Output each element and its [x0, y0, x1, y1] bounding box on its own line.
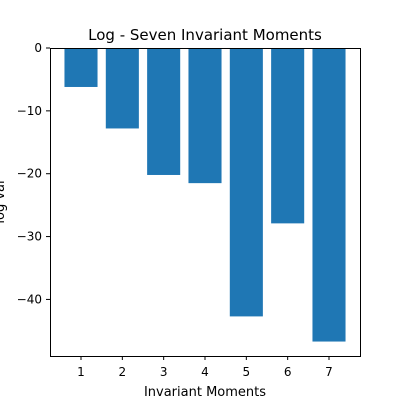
- bar-moment-2: [105, 48, 139, 129]
- x-tick-label-4: 4: [201, 365, 209, 379]
- x-tick-label-3: 3: [160, 365, 168, 379]
- y-tick-label-2: −20: [17, 167, 42, 181]
- bars-group: [64, 48, 346, 342]
- bar-moment-4: [188, 48, 222, 184]
- x-tick-label-6: 6: [284, 365, 292, 379]
- x-tick-label-7: 7: [325, 365, 333, 379]
- chart-title: Log - Seven Invariant Moments: [88, 26, 322, 44]
- bar-moment-6: [271, 48, 305, 224]
- x-axis-ticks: 1 2 3 4 5 6 7: [77, 356, 333, 379]
- bar-moment-7: [312, 48, 346, 342]
- y-tick-label-3: −30: [17, 230, 42, 244]
- plot-frame: [50, 48, 361, 357]
- bar-moment-3: [147, 48, 181, 175]
- y-tick-label-4: −40: [17, 292, 42, 306]
- x-tick-label-1: 1: [77, 365, 85, 379]
- y-tick-label-0: 0: [34, 41, 42, 55]
- y-tick-label-1: −10: [17, 104, 42, 118]
- x-tick-label-5: 5: [243, 365, 251, 379]
- x-axis-label: Invariant Moments: [144, 385, 266, 400]
- x-tick-label-2: 2: [119, 365, 127, 379]
- bar-moment-5: [229, 48, 263, 317]
- y-axis-label: log val: [0, 180, 8, 223]
- y-axis-ticks: 0 −10 −20 −30 −40: [17, 41, 50, 306]
- bar-moment-1: [64, 48, 98, 87]
